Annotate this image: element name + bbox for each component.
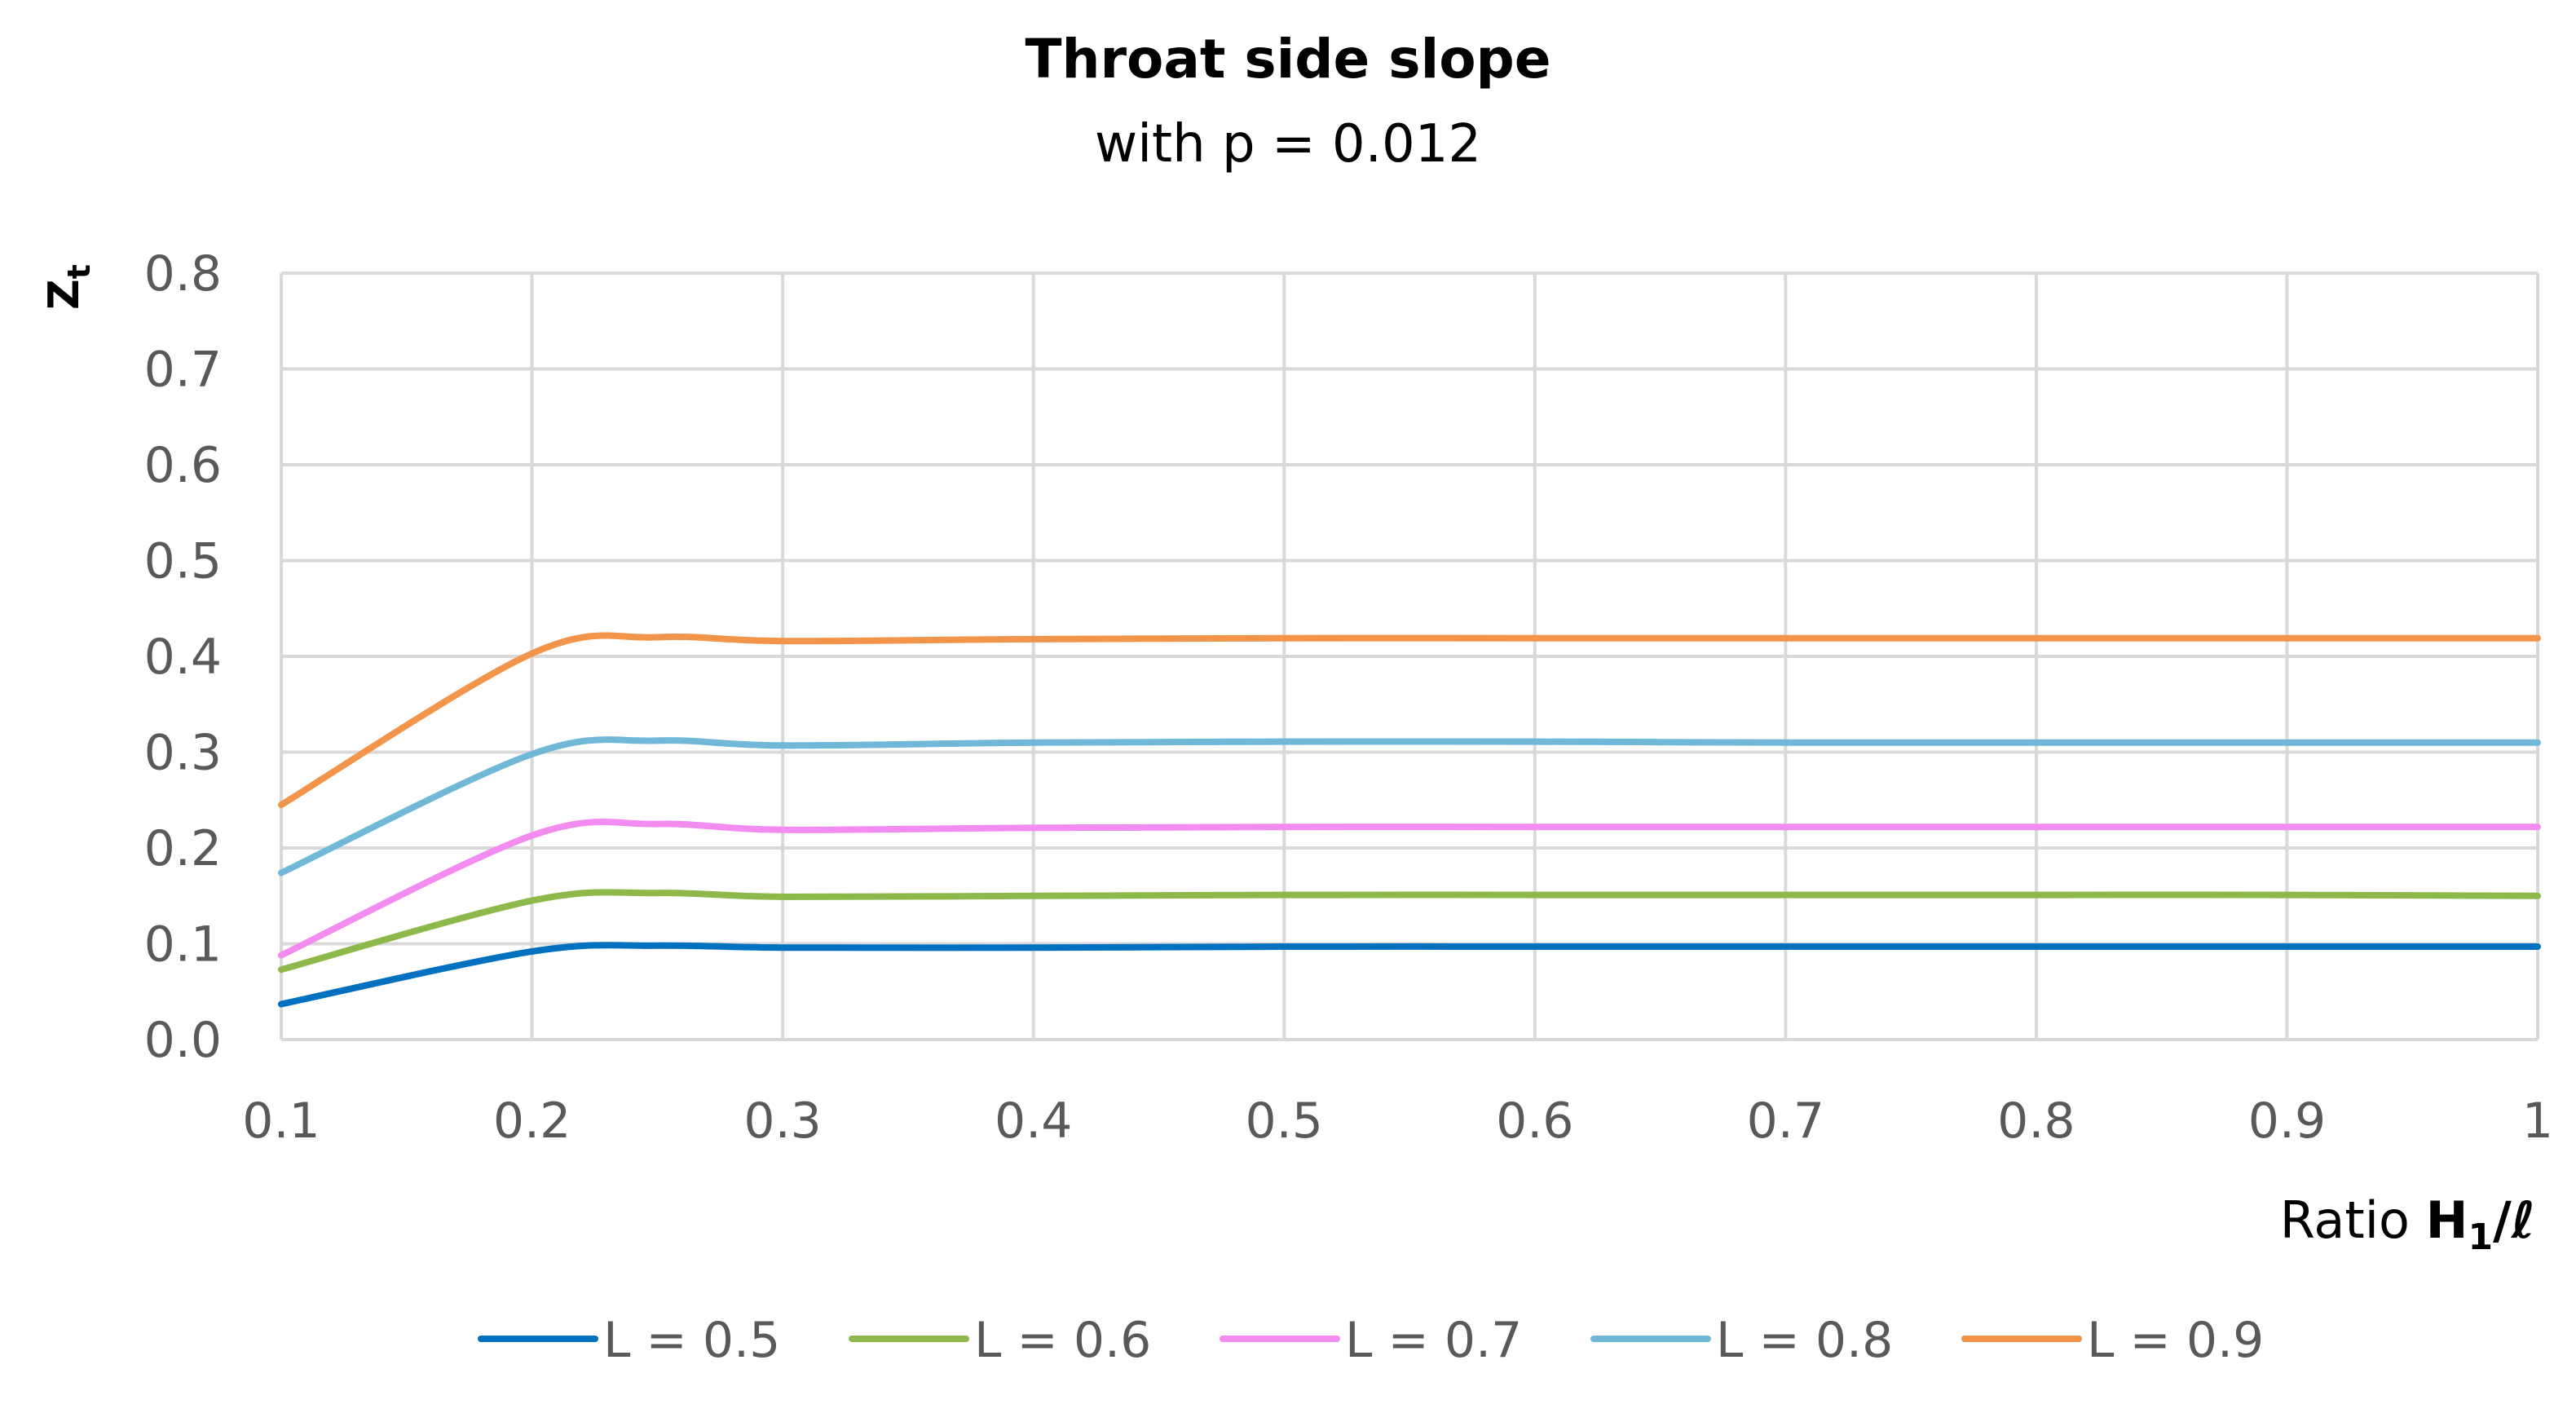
y-tick-label: 0.3 xyxy=(144,725,222,782)
x-axis-title: Ratio H1/ℓ xyxy=(2280,1190,2535,1258)
chart-title: Throat side slope xyxy=(1025,28,1550,91)
y-tick-label: 0.4 xyxy=(144,629,222,686)
series-line-1 xyxy=(278,942,2541,1008)
x-axis-ticks: 0.1 0.2 0.3 0.4 0.5 0.6 0.7 0.8 0.9 1 xyxy=(242,1093,2553,1150)
legend-label: L = 0.8 xyxy=(1716,1312,1893,1369)
x-tick-label: 0.4 xyxy=(995,1093,1072,1150)
x-tick-label: 0.5 xyxy=(1246,1093,1323,1150)
x-tick-label: 0.1 xyxy=(242,1093,320,1150)
x-tick-label: 0.8 xyxy=(1997,1093,2075,1150)
y-tick-label: 0.0 xyxy=(144,1012,222,1069)
legend-label: L = 0.5 xyxy=(603,1312,780,1369)
y-axis-ticks: 0.0 0.1 0.2 0.3 0.4 0.5 0.6 0.7 0.8 xyxy=(144,245,222,1069)
legend: L = 0.5 L = 0.6 L = 0.7 L = 0.8 L = 0.9 xyxy=(478,1312,2264,1369)
y-tick-label: 0.1 xyxy=(144,916,222,974)
series-line-4 xyxy=(278,736,2541,877)
y-axis-title: Zt xyxy=(40,264,97,310)
y-tick-label: 0.6 xyxy=(144,437,222,494)
chart-subtitle: with p = 0.012 xyxy=(1095,114,1481,174)
gridlines xyxy=(280,272,2539,1041)
series-line-2 xyxy=(278,889,2541,974)
legend-label: L = 0.6 xyxy=(974,1312,1151,1369)
series-lines xyxy=(278,632,2541,1008)
x-tick-label: 0.2 xyxy=(493,1093,571,1150)
y-tick-label: 0.8 xyxy=(144,245,222,302)
y-tick-label: 0.7 xyxy=(144,342,222,399)
x-tick-label: 0.9 xyxy=(2248,1093,2326,1150)
y-tick-label: 0.2 xyxy=(144,820,222,877)
x-tick-label: 0.6 xyxy=(1496,1093,1573,1150)
series-line-3 xyxy=(278,819,2541,959)
series-line-5 xyxy=(278,632,2541,809)
legend-label: L = 0.9 xyxy=(2087,1312,2264,1369)
x-tick-label: 0.7 xyxy=(1747,1093,1824,1150)
x-tick-label: 1 xyxy=(2522,1093,2553,1150)
x-tick-label: 0.3 xyxy=(743,1093,821,1150)
y-tick-label: 0.5 xyxy=(144,533,222,590)
legend-label: L = 0.7 xyxy=(1345,1312,1522,1369)
